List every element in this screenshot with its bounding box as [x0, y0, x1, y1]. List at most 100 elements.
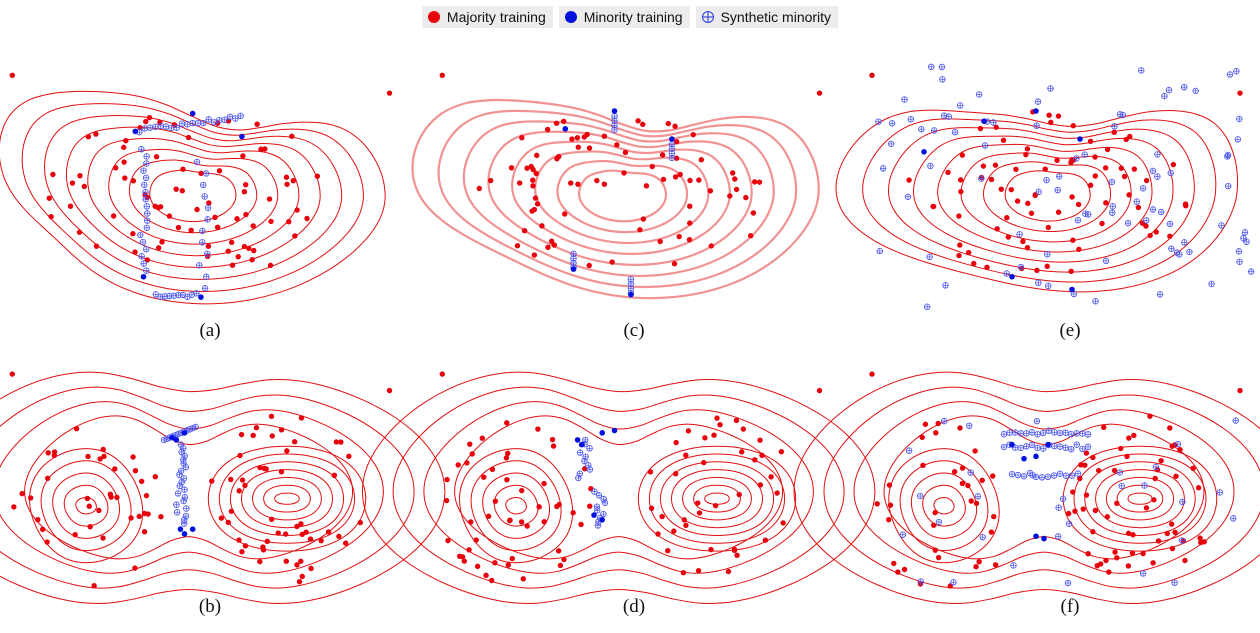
majority-point: [488, 577, 495, 584]
majority-point: [1198, 539, 1204, 546]
majority-point: [1125, 563, 1132, 569]
majority-point: [519, 134, 525, 141]
majority-point: [748, 233, 754, 239]
minority-points: [1009, 441, 1051, 542]
majority-point: [959, 480, 966, 487]
synthetic-point: [199, 227, 206, 235]
majority-point: [100, 446, 106, 453]
majority-point: [774, 490, 780, 496]
majority-point: [752, 457, 758, 463]
majority-point: [268, 516, 275, 523]
majority-point: [294, 523, 300, 530]
majority-point: [677, 171, 683, 178]
majority-point: [965, 249, 972, 256]
synthetic-point: [1233, 68, 1240, 75]
majority-point: [816, 387, 823, 394]
synthetic-point: [1044, 250, 1051, 258]
majority-point: [216, 168, 223, 174]
majority-point: [1024, 146, 1031, 152]
majority-point: [1177, 446, 1183, 453]
majority-point: [473, 537, 479, 543]
majority-point: [1155, 538, 1162, 544]
majority-point: [225, 248, 231, 254]
synthetic-point: [875, 118, 882, 125]
majority-point: [258, 146, 264, 152]
majority-points: [869, 72, 1243, 274]
majority-point: [81, 183, 88, 190]
majority-point: [1126, 435, 1132, 441]
majority-point: [1150, 560, 1156, 566]
majority-point: [284, 181, 290, 187]
majority-point: [123, 138, 129, 144]
majority-point: [1092, 173, 1099, 179]
contour-line: [913, 135, 1174, 263]
synthetic-point: [990, 119, 997, 126]
majority-point: [1032, 192, 1039, 198]
majority-point: [166, 213, 173, 219]
majority-point: [973, 564, 979, 570]
synthetic-point: [216, 116, 223, 124]
synthetic-point: [1139, 185, 1147, 192]
majority-point: [1126, 192, 1132, 198]
minority-points: [921, 108, 1083, 293]
majority-point: [683, 452, 689, 458]
synthetic-point: [938, 63, 946, 71]
synthetic-point: [157, 122, 164, 130]
majority-point: [318, 537, 324, 544]
synthetic-point: [1157, 208, 1165, 216]
majority-point: [906, 177, 912, 183]
majority-point: [243, 211, 249, 218]
contour-line: [21, 103, 364, 293]
synthetic-point: [1055, 504, 1062, 511]
majority-point: [816, 90, 823, 96]
majority-point: [1111, 467, 1118, 474]
synthetic-point: [1161, 92, 1168, 100]
synthetic-point: [1152, 463, 1160, 471]
majority-point: [1083, 450, 1090, 456]
synthetic-point: [143, 153, 150, 160]
minority-point: [599, 430, 605, 436]
majority-point: [209, 478, 215, 484]
majority-point: [44, 539, 50, 545]
minority-point: [181, 531, 188, 537]
synthetic-point: [1167, 169, 1174, 177]
majority-point: [132, 467, 139, 474]
majority-point: [1004, 214, 1010, 221]
synthetic-point: [1047, 85, 1054, 92]
majority-point: [1197, 535, 1203, 541]
minority-point: [591, 512, 597, 518]
majority-point: [1130, 532, 1136, 538]
majority-point: [686, 236, 693, 243]
majority-point: [657, 238, 663, 245]
majority-point: [505, 562, 512, 568]
majority-point: [260, 544, 266, 550]
synthetic-point: [143, 203, 150, 210]
synthetic-point: [1033, 122, 1040, 129]
majority-point: [578, 521, 584, 528]
majority-point: [130, 454, 136, 460]
contour-line: [682, 476, 752, 521]
majority-point: [264, 538, 270, 544]
synthetic-point: [899, 531, 906, 538]
synthetic-point: [1023, 443, 1030, 450]
majority-point: [733, 417, 740, 424]
density-contours: [793, 371, 1260, 604]
contour-line: [149, 169, 237, 223]
synthetic-point: [1118, 482, 1125, 490]
density-contours: [361, 371, 876, 604]
synthetic-point: [182, 512, 190, 520]
panel-label: (a): [199, 320, 220, 341]
majority-point: [1083, 492, 1090, 498]
majority-point: [346, 453, 352, 459]
majority-point: [601, 133, 608, 139]
contour-line: [937, 143, 1153, 253]
majority-point: [1076, 246, 1082, 253]
majority-point: [1044, 263, 1050, 270]
contour-line: [75, 497, 97, 515]
minority-marker-icon: [564, 11, 577, 23]
majority-point: [1095, 467, 1102, 474]
majority-point: [1070, 157, 1077, 163]
majority-point: [869, 72, 875, 79]
majority-point: [97, 456, 103, 462]
majority-point: [717, 421, 723, 428]
